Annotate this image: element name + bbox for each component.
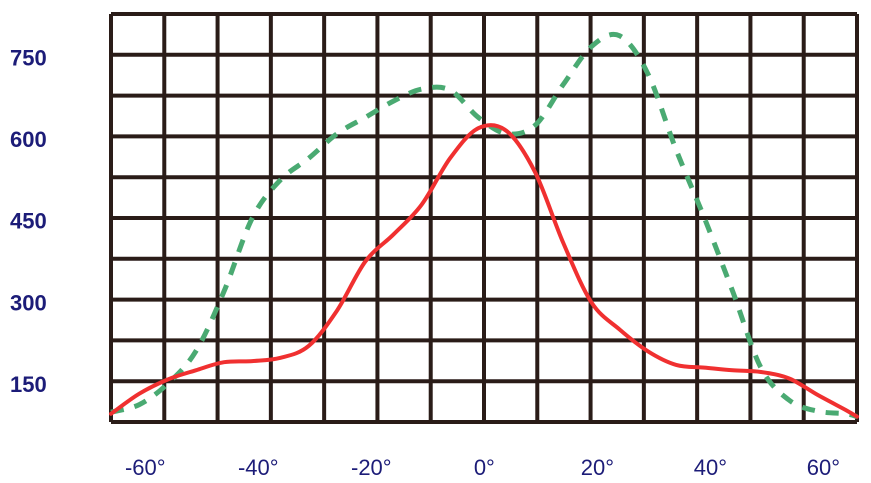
dashed-series-line xyxy=(110,31,858,420)
x-tick-label: 0° xyxy=(474,455,495,480)
x-tick-label: 20° xyxy=(581,455,614,480)
x-tick-label: -40° xyxy=(238,455,279,480)
x-tick-label: 40° xyxy=(694,455,727,480)
x-tick-label: 60° xyxy=(807,455,840,480)
x-tick-label: -60° xyxy=(125,455,166,480)
y-axis-ticks: 150 300 450 600 750 xyxy=(10,46,47,397)
y-tick-label: 600 xyxy=(10,127,47,152)
y-tick-label: 450 xyxy=(10,209,47,234)
solid-series-line xyxy=(109,123,859,419)
y-tick-label: 150 xyxy=(10,372,47,397)
y-tick-label: 300 xyxy=(10,290,47,315)
y-tick-label: 750 xyxy=(10,46,47,71)
series-group xyxy=(109,31,859,420)
x-tick-label: -20° xyxy=(351,455,392,480)
x-axis-ticks: -60° -40° -20° 0° 20° 40° 60° xyxy=(125,455,840,480)
grid xyxy=(109,12,859,424)
